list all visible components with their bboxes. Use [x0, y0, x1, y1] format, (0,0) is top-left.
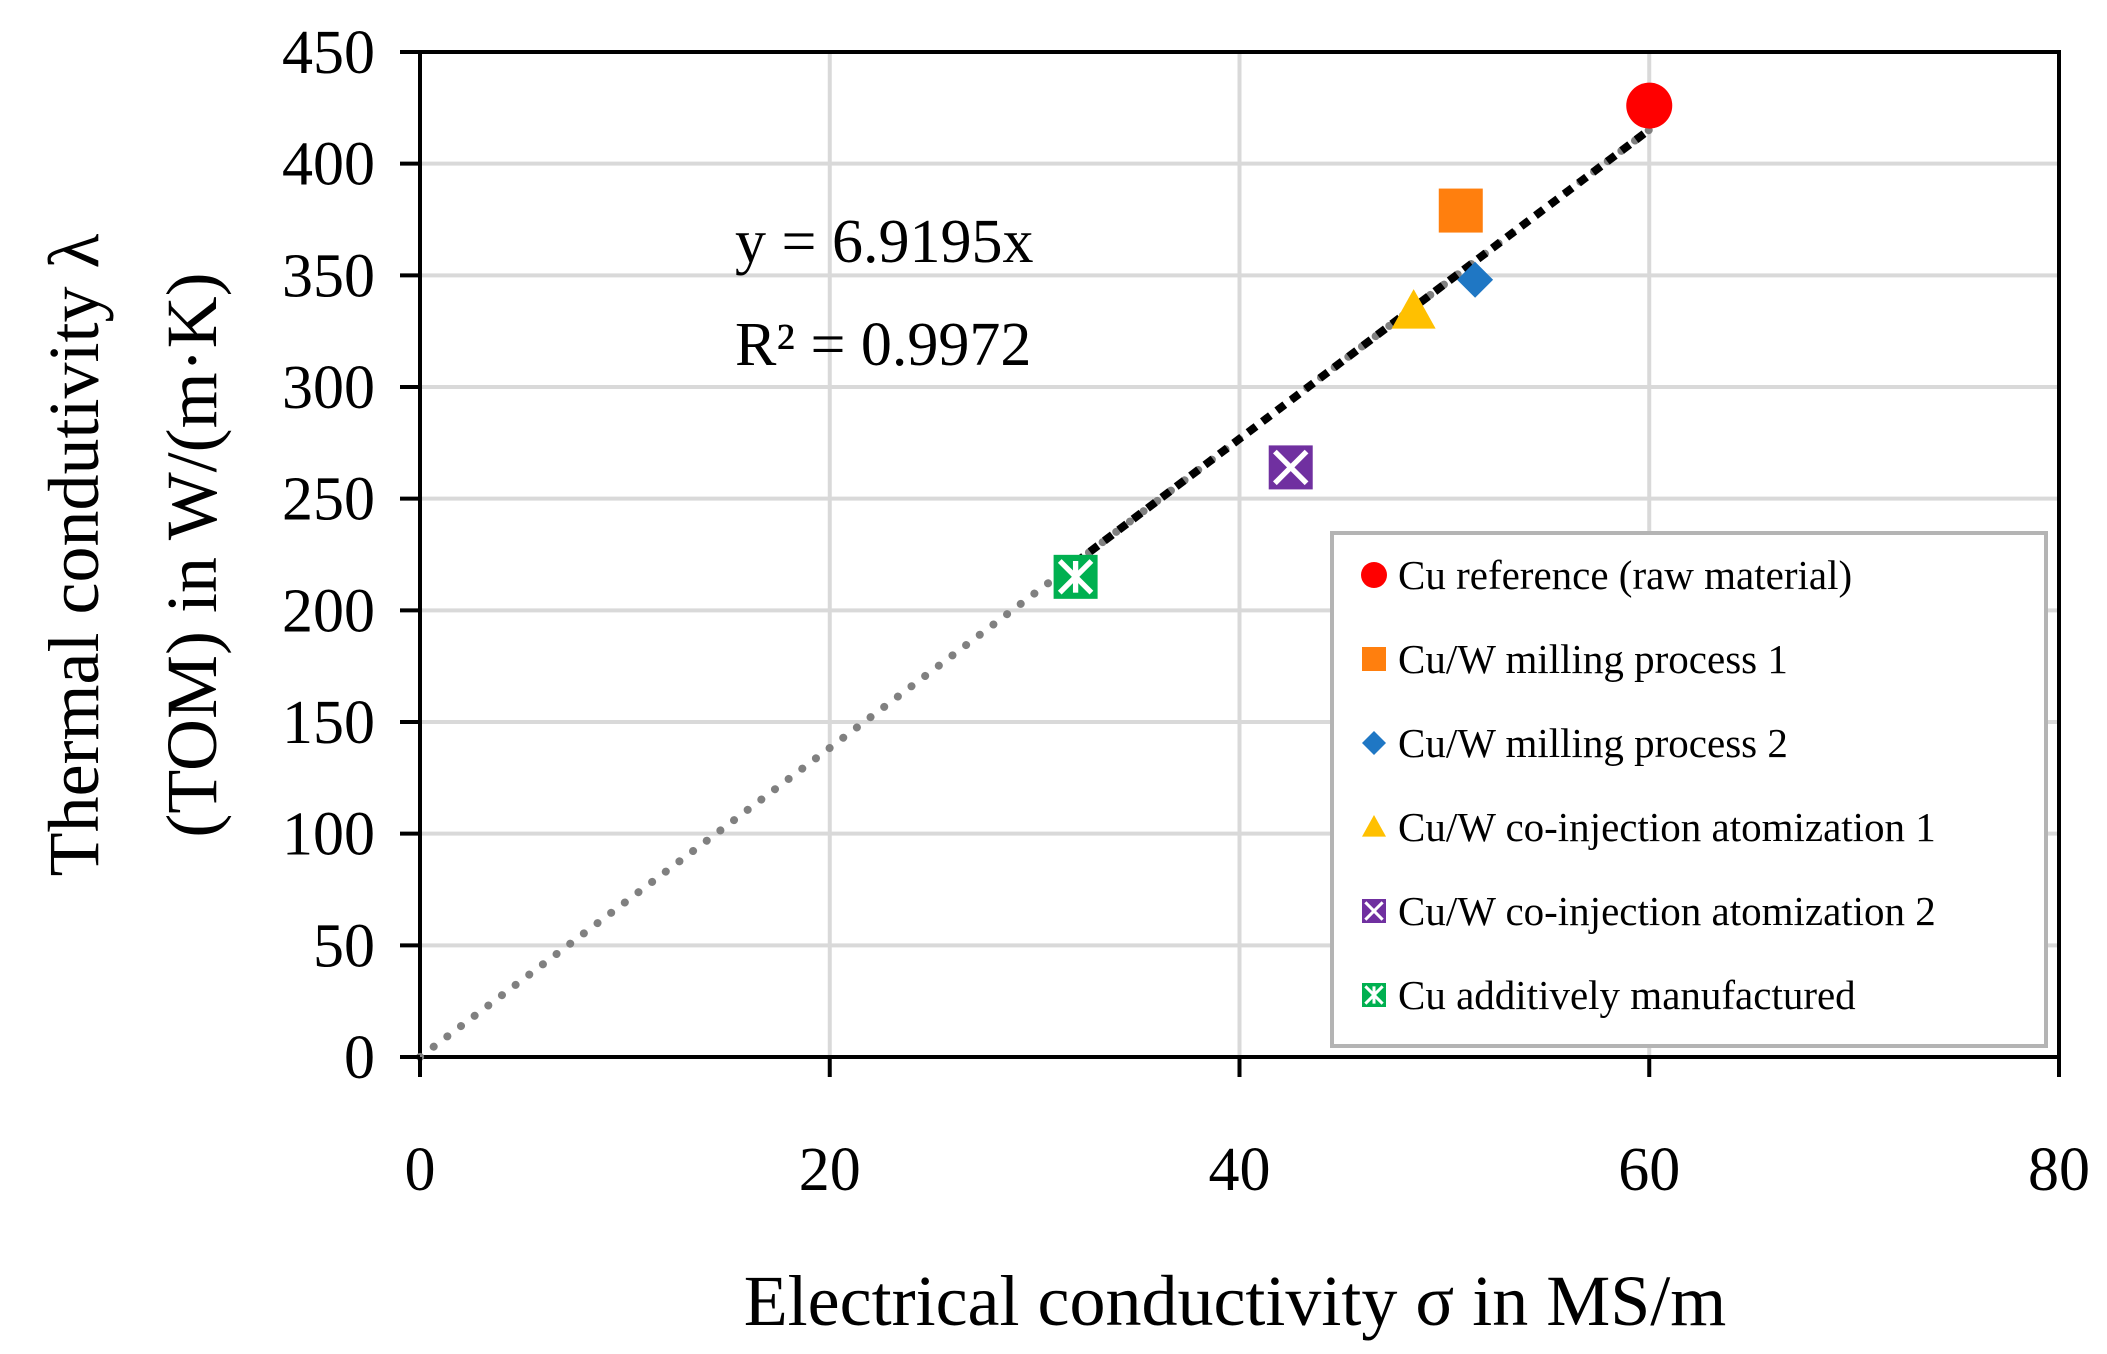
x-tick-label: 0	[405, 1136, 436, 1204]
legend-item: Cu reference (raw material)	[1361, 552, 1852, 598]
data-point	[1626, 82, 1673, 129]
marker-shape	[1391, 289, 1436, 329]
legend-item: Cu/W milling process 1	[1362, 636, 1788, 682]
data-point	[1457, 261, 1494, 298]
y-tick-label: 50	[313, 912, 375, 980]
marker-cross	[1364, 901, 1384, 921]
y-axis-title: Thermal condutivity λ (TOM) in W/(m·K)	[34, 234, 232, 877]
legend-label: Cu/W co-injection atomization 2	[1398, 888, 1936, 934]
x-tick-label: 40	[1209, 1136, 1271, 1204]
y-tick-label: 100	[282, 801, 375, 869]
marker-shape	[1438, 188, 1483, 233]
legend-box	[1330, 531, 2048, 1048]
data-point	[1391, 289, 1436, 329]
legend-label: Cu/W milling process 2	[1398, 720, 1788, 766]
legend-label: Cu/W milling process 1	[1398, 636, 1788, 682]
trendline-equation: y = 6.9195x	[735, 208, 1033, 276]
marker-shape	[1626, 82, 1673, 129]
legend-item: Cu/W co-injection atomization 1	[1362, 804, 1936, 850]
y-tick-label: 250	[282, 466, 375, 534]
y-tick-label: 300	[282, 354, 375, 422]
y-axis-title-line1: Thermal condutivity λ	[34, 234, 114, 877]
data-points	[1053, 82, 1673, 599]
marker-cross	[1273, 449, 1309, 486]
y-axis-title-line2: (TOM) in W/(m·K)	[152, 272, 232, 837]
y-tick-label: 0	[344, 1024, 375, 1092]
legend-marker	[1362, 647, 1386, 671]
x-tick-label: 60	[1618, 1136, 1680, 1204]
x-axis-title: Electrical conductivity σ in MS/m	[744, 1261, 1727, 1341]
grid	[420, 52, 2059, 1057]
x-tick-label: 20	[799, 1136, 861, 1204]
x-tick-label: 80	[2028, 1136, 2090, 1204]
marker-shape	[1362, 731, 1386, 755]
y-tick-label: 450	[282, 19, 375, 87]
y-tick-label: 350	[282, 242, 375, 310]
x-axis-ticks: 0 20 40 60 80	[405, 1057, 2090, 1204]
marker-shape	[1361, 562, 1387, 588]
data-point	[1268, 445, 1313, 490]
trendline	[416, 125, 1654, 1061]
legend-marker	[1362, 983, 1386, 1007]
y-tick-label: 200	[282, 577, 375, 645]
legend-item: Cu/W co-injection atomization 2	[1362, 888, 1936, 934]
legend-marker	[1361, 562, 1387, 588]
legend-marker	[1362, 731, 1386, 755]
legend-marker	[1362, 899, 1386, 923]
legend-label: Cu additively manufactured	[1398, 972, 1856, 1018]
legend-label: Cu reference (raw material)	[1398, 552, 1852, 598]
y-axis-ticks: 0 50 100 150 200 250 300 350 400 450	[282, 19, 420, 1092]
y-tick-label: 400	[282, 131, 375, 199]
y-tick-label: 150	[282, 689, 375, 757]
trendline-black-dashed	[1073, 126, 1652, 566]
legend-item: Cu additively manufactured	[1362, 972, 1856, 1018]
legend-marker	[1362, 815, 1386, 837]
marker-shape	[1362, 647, 1386, 671]
trendline-grey-dotted	[416, 125, 1654, 1061]
legend-item: Cu/W milling process 2	[1362, 720, 1788, 766]
trendline-r-squared: R² = 0.9972	[735, 311, 1031, 379]
legend-label: Cu/W co-injection atomization 1	[1398, 804, 1936, 850]
data-point	[1053, 554, 1098, 599]
marker-shape	[1362, 815, 1386, 837]
marker-shape	[1457, 261, 1494, 298]
data-point	[1438, 188, 1483, 233]
legend: Cu reference (raw material) Cu/W milling …	[1330, 531, 2048, 1048]
